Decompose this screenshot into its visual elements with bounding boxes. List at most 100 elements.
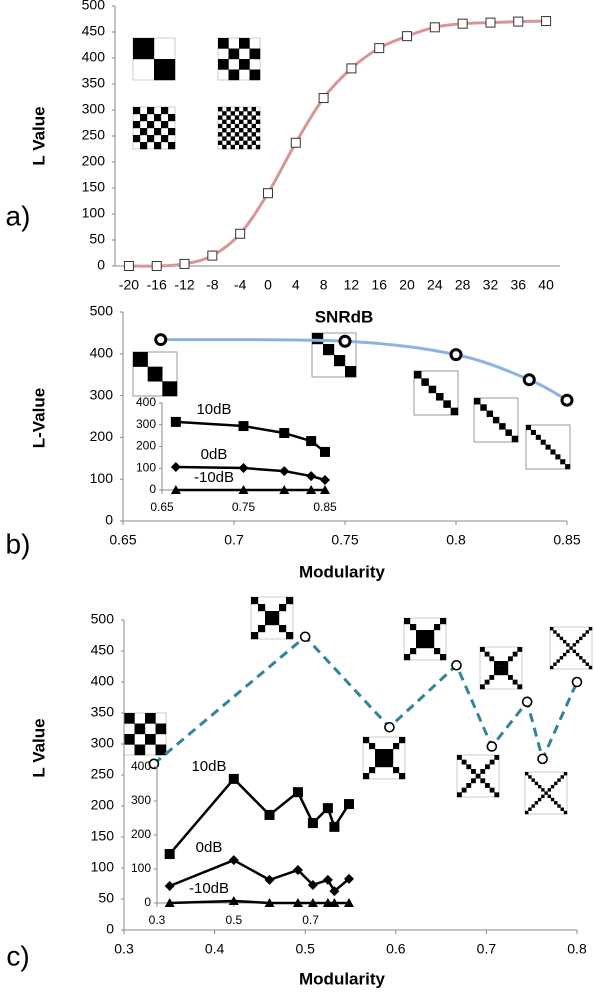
thumbnail-cell <box>387 749 394 756</box>
pattern-thumbnail <box>132 106 176 150</box>
y-tick-label: 500 <box>82 0 106 13</box>
x-tick-label: 0.75 <box>331 532 358 548</box>
marker <box>513 16 524 27</box>
thumbnail-cell <box>399 737 406 744</box>
thumbnail-cell <box>222 136 227 141</box>
thumbnail-cell <box>484 651 490 657</box>
thumbnail-cell <box>480 769 486 774</box>
thumbnail-cell <box>560 775 564 779</box>
thumbnail-cell <box>494 670 499 676</box>
thumbnail-cell <box>234 132 240 137</box>
thumbnail-cell <box>531 778 535 782</box>
thumbnail-cell <box>416 630 423 637</box>
thumbnail-cell <box>239 128 244 133</box>
thumbnail-cell <box>234 123 240 129</box>
thumbnail-cell <box>218 59 229 70</box>
marker <box>560 393 574 407</box>
thumbnail-cell <box>489 787 495 793</box>
thumbnail-cell <box>471 778 476 784</box>
thumbnail-cell <box>251 107 256 112</box>
pattern-thumbnail <box>123 712 167 756</box>
thumbnail-cell <box>124 734 135 745</box>
thumbnail-cell <box>572 649 577 654</box>
marker <box>154 333 168 347</box>
y-tick-label: 200 <box>90 428 114 444</box>
thumbnail-cell <box>575 639 580 644</box>
marker <box>179 258 190 269</box>
thumbnail-cell <box>585 630 589 634</box>
thumbnail-cell <box>498 665 504 671</box>
thumbnail-cell <box>243 115 248 120</box>
thumbnail-cell <box>255 136 261 141</box>
thumbnail-cell <box>557 778 561 782</box>
thumbnail-cell <box>147 366 163 382</box>
marker <box>344 873 354 884</box>
series-line <box>175 420 326 453</box>
x-tick-label: 24 <box>427 277 443 293</box>
panel-label: c) <box>6 940 29 971</box>
thumbnail-cell <box>534 781 539 786</box>
thumbnail-cell <box>387 761 394 768</box>
thumbnail-cell <box>550 784 555 789</box>
thumbnail-cell <box>421 378 429 386</box>
series-line <box>152 635 579 765</box>
x-tick-label: 16 <box>371 277 387 293</box>
thumbnail-cell <box>239 136 244 141</box>
thumbnail-cell <box>525 810 529 815</box>
y-tick-label: 450 <box>91 642 115 658</box>
thumbnail-cell <box>434 624 441 631</box>
thumbnail-cell <box>247 136 252 141</box>
thumbnail-cell <box>145 713 156 724</box>
marker <box>374 43 385 54</box>
marker <box>522 373 536 387</box>
marker <box>451 659 462 671</box>
thumbnail-cell <box>162 381 178 397</box>
thumbnail-cell <box>480 778 486 784</box>
marker <box>170 485 181 494</box>
marker <box>238 463 249 474</box>
thumbnail-cell <box>530 429 536 435</box>
y-tick-label: 100 <box>91 859 115 875</box>
marker <box>449 348 463 362</box>
series-line <box>169 899 349 905</box>
x-tick-label: 0.85 <box>553 532 580 548</box>
x-tick-label: -16 <box>147 277 167 293</box>
pattern-thumbnail <box>132 351 178 397</box>
thumbnail-cell <box>239 111 244 116</box>
thumbnail-cell <box>168 114 176 122</box>
x-tick-label: 0.3 <box>149 913 166 927</box>
marker <box>290 137 301 148</box>
thumbnail-cell <box>559 636 564 641</box>
marker <box>292 898 303 907</box>
marker <box>320 446 330 457</box>
y-tick-label: 400 <box>136 395 156 409</box>
thumbnail-cell <box>155 723 167 735</box>
thumbnail-cell <box>286 597 294 605</box>
marker <box>170 461 181 472</box>
x-tick-label: 0.8 <box>567 941 587 957</box>
marker <box>164 881 175 891</box>
thumbnail-cell <box>505 429 512 436</box>
y-tick-label: 500 <box>90 303 114 319</box>
marker <box>329 886 340 897</box>
marker <box>292 787 303 798</box>
thumbnail-cell <box>562 639 567 644</box>
thumbnail-cell <box>230 119 235 124</box>
thumbnail-cell <box>147 121 155 129</box>
series-line <box>160 338 568 402</box>
y-tick-label: 0 <box>106 921 114 937</box>
thumbnail-cell <box>498 661 504 666</box>
y-tick-label: 200 <box>136 439 156 453</box>
thumbnail-cell <box>381 749 388 756</box>
thumbnail-cell <box>161 107 169 115</box>
thumbnail-cell <box>582 659 586 663</box>
thumbnail-cell <box>334 355 346 367</box>
thumbnail-cell <box>450 407 459 416</box>
marker <box>164 849 175 860</box>
marker <box>123 261 134 271</box>
thumbnail-cell <box>251 132 256 137</box>
series-label: 0dB <box>196 839 223 856</box>
marker <box>344 799 354 810</box>
thumbnail-cell <box>375 749 382 756</box>
thumbnail-cell <box>134 744 146 756</box>
